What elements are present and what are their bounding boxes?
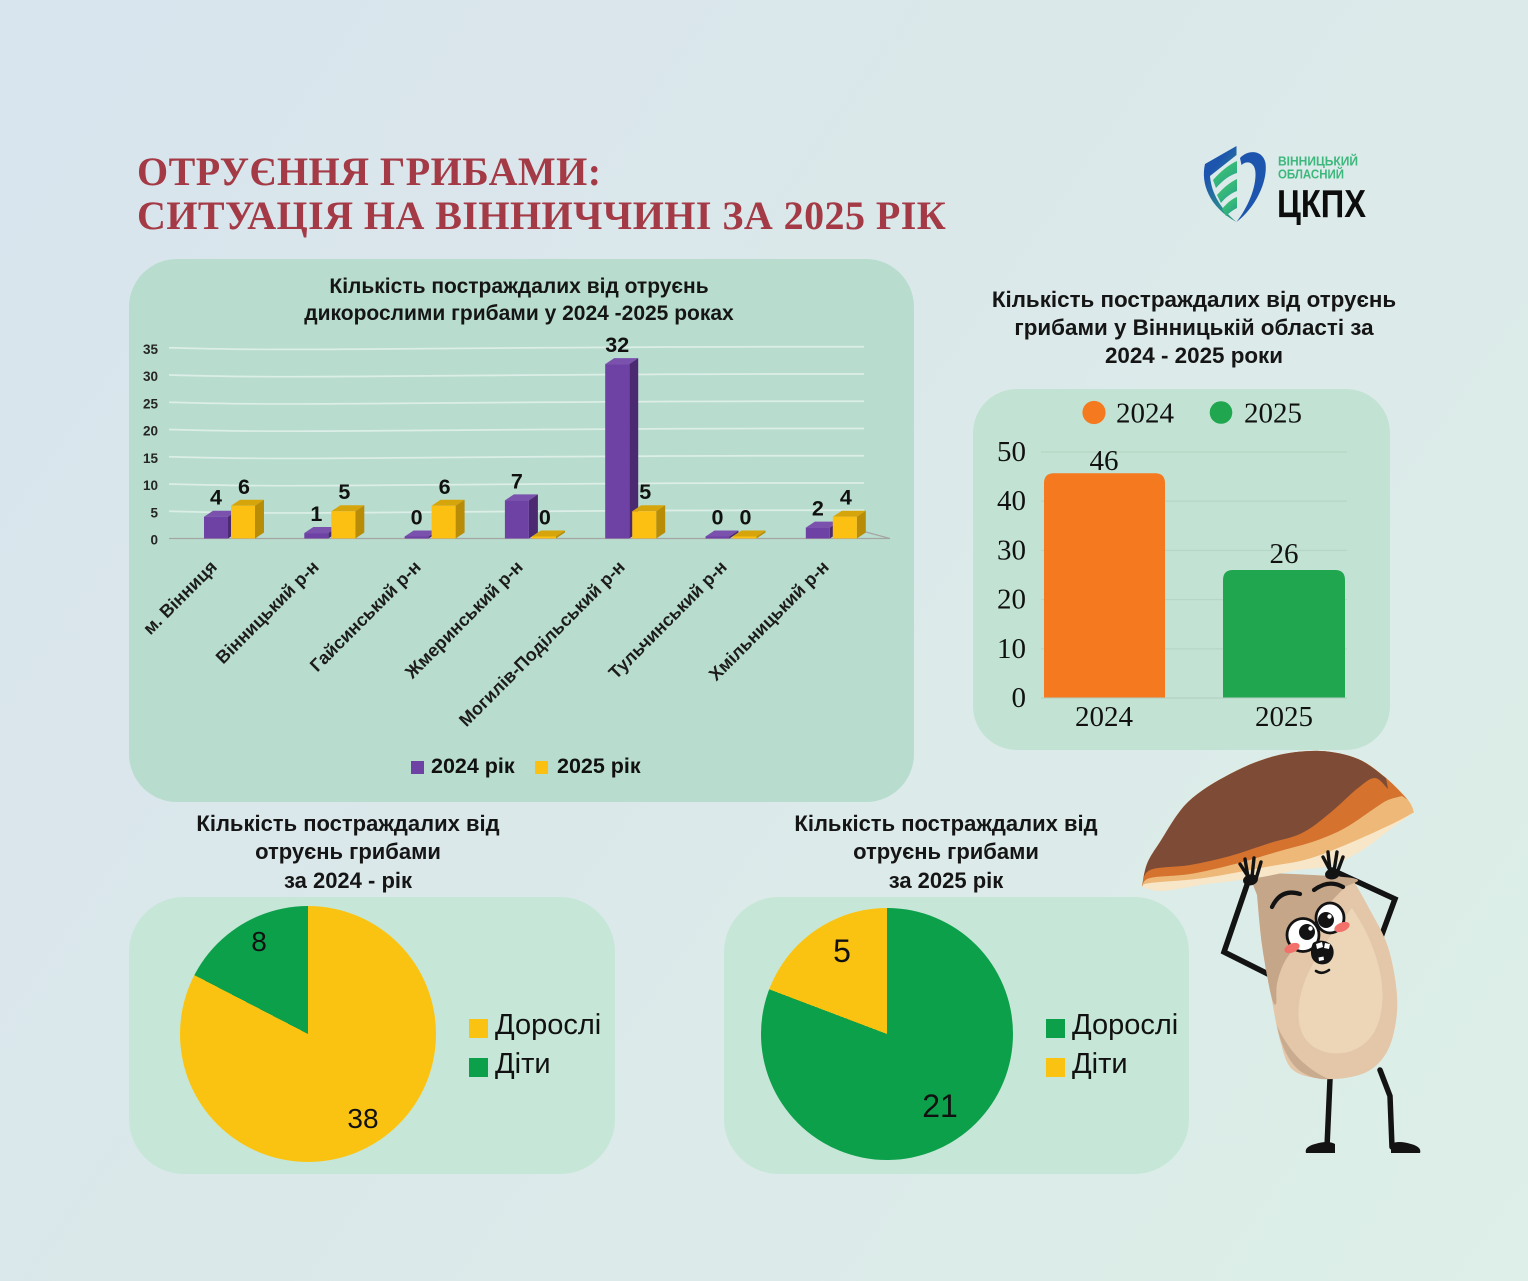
- svg-text:ВІННИЦЬКИЙ: ВІННИЦЬКИЙ: [1278, 154, 1358, 169]
- svg-text:40: 40: [997, 485, 1026, 517]
- svg-text:6: 6: [238, 475, 250, 499]
- svg-text:10: 10: [143, 478, 158, 493]
- svg-text:25: 25: [143, 396, 159, 411]
- svg-text:32: 32: [605, 333, 629, 357]
- svg-text:7: 7: [511, 469, 523, 493]
- svg-text:0: 0: [539, 506, 551, 530]
- svg-text:30: 30: [997, 534, 1026, 566]
- svg-text:30: 30: [143, 369, 158, 384]
- svg-text:4: 4: [840, 486, 852, 510]
- svg-text:35: 35: [143, 342, 159, 357]
- svg-text:Могилів-Подільський р-н: Могилів-Подільський р-н: [455, 557, 629, 731]
- svg-text:0: 0: [712, 506, 724, 530]
- svg-text:46: 46: [1090, 445, 1119, 477]
- svg-text:0: 0: [150, 533, 158, 548]
- svg-text:26: 26: [1270, 538, 1299, 570]
- svg-text:ЦКПХ: ЦКПХ: [1277, 183, 1366, 226]
- svg-text:5: 5: [338, 480, 350, 504]
- svg-text:Вінницький р-н: Вінницький р-н: [212, 557, 323, 668]
- svg-text:6: 6: [439, 475, 451, 499]
- svg-text:15: 15: [143, 451, 159, 466]
- svg-text:0: 0: [411, 506, 423, 530]
- svg-text:2: 2: [812, 497, 824, 521]
- svg-text:Гайсинський р-н: Гайсинський р-н: [306, 557, 425, 676]
- svg-text:10: 10: [997, 633, 1026, 665]
- svg-text:4: 4: [210, 486, 222, 510]
- svg-text:ОБЛАСНИЙ: ОБЛАСНИЙ: [1278, 167, 1344, 182]
- svg-text:0: 0: [740, 506, 752, 530]
- svg-text:2024 рік: 2024 рік: [431, 754, 515, 778]
- svg-text:20: 20: [997, 584, 1026, 616]
- svg-text:2025: 2025: [1244, 398, 1302, 430]
- svg-text:2025: 2025: [1255, 701, 1313, 733]
- svg-text:0: 0: [1012, 682, 1027, 714]
- svg-text:5: 5: [150, 505, 158, 520]
- svg-text:5: 5: [639, 480, 651, 504]
- svg-text:2024: 2024: [1116, 398, 1175, 430]
- svg-text:1: 1: [310, 502, 322, 526]
- svg-text:20: 20: [143, 424, 158, 439]
- svg-text:50: 50: [997, 436, 1026, 468]
- svg-text:2024: 2024: [1075, 701, 1134, 733]
- svg-text:2025 рік: 2025 рік: [557, 754, 641, 778]
- svg-text:м. Вінниця: м. Вінниця: [139, 557, 221, 639]
